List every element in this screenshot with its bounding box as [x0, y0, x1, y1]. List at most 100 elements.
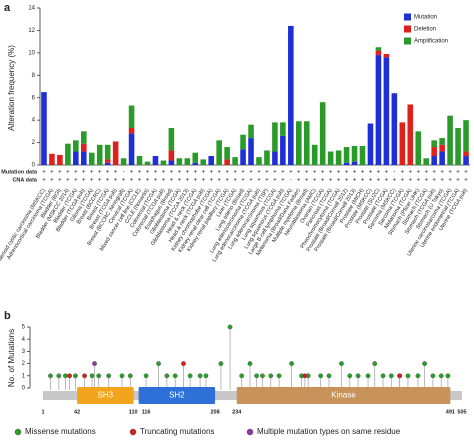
bar-segment	[73, 151, 79, 165]
bar-segment	[383, 57, 390, 165]
x-tick-label: 505	[457, 409, 466, 415]
cna-data-flag: +	[353, 178, 357, 184]
bar-segment	[383, 53, 390, 58]
bar-segment	[81, 143, 87, 152]
cna-data-flag: +	[146, 178, 150, 184]
row-label: Mutation data	[1, 169, 38, 175]
bar-segment	[359, 145, 366, 165]
lollipop-head	[56, 373, 62, 379]
lollipop-head	[422, 361, 427, 366]
mutation-data-flag: +	[369, 170, 373, 176]
legend-label: Missense mutations	[25, 427, 96, 436]
bar-segment	[152, 156, 159, 165]
cna-data-flag: +	[225, 178, 229, 184]
domain	[138, 387, 216, 404]
cna-data-flag: +	[297, 178, 301, 184]
lollipop-head	[127, 373, 133, 379]
bar-segment	[65, 143, 71, 165]
bar-segment	[272, 122, 278, 152]
cna-data-flag: +	[217, 178, 221, 184]
bar-segment	[463, 120, 469, 152]
bar-segment	[391, 93, 398, 165]
bar-segment	[200, 159, 207, 165]
lollipop-head	[372, 361, 378, 366]
mutation-data-flag: +	[138, 170, 142, 176]
lollipop-head	[302, 373, 308, 379]
y-tick-label: 3	[22, 349, 26, 355]
bar-segment	[375, 47, 382, 51]
cna-data-flag: +	[162, 178, 166, 184]
mutation-data-flag: +	[257, 170, 261, 176]
cna-data-flag: +	[424, 178, 428, 184]
lollipop-head	[203, 373, 209, 379]
cna-data-flag: +	[138, 178, 142, 184]
bar-segment	[248, 124, 254, 139]
lollipop-head	[415, 373, 421, 379]
lollipop-head	[355, 373, 361, 379]
y-tick-label: 4	[22, 337, 26, 343]
mutation-data-flag: +	[385, 170, 389, 176]
bar-segment	[343, 147, 350, 163]
lollipop-head	[143, 373, 149, 379]
y-tick-label: 4	[32, 118, 36, 124]
mutation-data-flag: +	[233, 170, 237, 176]
mutation-data-flag: +	[329, 170, 333, 176]
legend-label: Amplification	[414, 39, 448, 45]
legend-label: Multiple mutation types on same residue	[257, 427, 401, 436]
lollipop-head	[339, 361, 344, 366]
y-tick-label: 2	[32, 140, 36, 146]
y-tick-label: 1	[22, 373, 26, 379]
x-tick-label: 208	[210, 409, 219, 415]
mutation-data-flag: +	[201, 170, 205, 176]
lollipop-head	[318, 373, 324, 379]
domain-label: Kinase	[331, 391, 356, 400]
bar-segment	[296, 121, 302, 165]
mutation-data-flag: +	[130, 170, 134, 176]
cna-data-flag: +	[154, 178, 158, 184]
bar-segment	[463, 156, 469, 165]
bar-segment	[120, 158, 127, 165]
cna-data-flag: +	[432, 178, 436, 184]
panel-label: a	[4, 2, 11, 14]
cna-data-flag: +	[170, 178, 174, 184]
legend-label: Deletion	[414, 27, 436, 33]
x-tick-label: 42	[74, 409, 80, 415]
y-axis-label: Alteration frequency (%)	[7, 45, 16, 131]
lollipop-head	[187, 373, 193, 379]
lollipop-head	[388, 373, 394, 379]
mutation-data-flag: +	[464, 170, 468, 176]
lollipop-head	[365, 373, 371, 379]
bar-segment	[81, 131, 87, 144]
lollipop-head	[63, 373, 68, 379]
mutation-data-flag: +	[424, 170, 428, 176]
y-tick-label: 10	[28, 50, 35, 56]
bar-segment	[256, 157, 262, 165]
x-tick-label: 1	[41, 409, 44, 415]
cna-data-flag: +	[416, 178, 420, 184]
mutation-data-flag: +	[416, 170, 420, 176]
legend-label: Mutation	[414, 15, 437, 21]
bar-segment	[81, 151, 87, 165]
lollipop-head	[218, 361, 224, 366]
mutation-data-flag: +	[50, 170, 54, 176]
bar-segment	[327, 151, 334, 165]
bar-segment	[192, 152, 199, 163]
cna-data-flag: +	[313, 178, 317, 184]
mutation-data-flag: +	[90, 170, 94, 176]
mutation-data-flag: +	[297, 170, 301, 176]
bar-segment	[168, 150, 175, 161]
mutation-data-flag: +	[281, 170, 285, 176]
domain-label: SH3	[98, 391, 114, 400]
bar-segment	[439, 138, 445, 145]
y-tick-label: 2	[22, 361, 26, 367]
mutation-data-flag: +	[178, 170, 182, 176]
cna-data-flag: +	[321, 178, 325, 184]
x-tick-label: 116	[142, 409, 151, 415]
bar-segment	[447, 115, 453, 165]
lollipop-head	[172, 373, 178, 379]
bar-segment	[192, 162, 199, 165]
bar-segment	[431, 140, 437, 148]
mutation-data-flag: +	[98, 170, 102, 176]
mutation-data-flag: +	[321, 170, 325, 176]
cna-data-flag: +	[329, 178, 333, 184]
